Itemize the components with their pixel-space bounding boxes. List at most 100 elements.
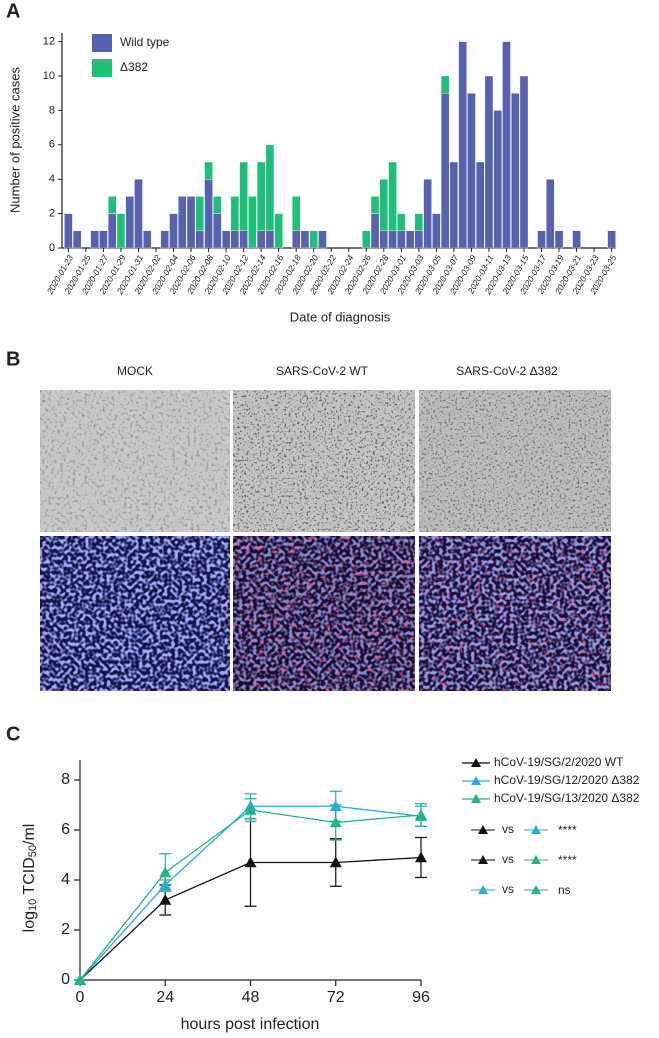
panel-label: C: [6, 723, 20, 745]
panel-label: A: [6, 0, 20, 22]
bar-segment: [537, 230, 546, 249]
bar-segment: [213, 213, 222, 249]
bar-segment: [90, 230, 99, 249]
y-axis-label-part: 10: [27, 899, 39, 911]
marker: [244, 804, 257, 815]
bar-segment: [265, 144, 275, 232]
bar-segment: [274, 213, 283, 249]
bar-segment: [256, 161, 266, 232]
bar-segment: [449, 161, 459, 249]
bar-segment: [519, 75, 529, 249]
bar-segment: [370, 213, 380, 249]
texture: [40, 536, 230, 691]
legend-marker: [471, 776, 481, 785]
y-tick-label: 8: [49, 104, 55, 116]
legend-marker: [471, 794, 481, 803]
marker: [74, 974, 86, 985]
bar-segment: [475, 161, 485, 249]
bar-segment: [99, 230, 108, 249]
bar-segment: [467, 92, 476, 249]
bar-segment: [554, 230, 564, 249]
bar-segment: [239, 161, 248, 232]
bar-segment: [230, 230, 240, 249]
y-tick-label: 2: [49, 208, 55, 220]
bar-segment: [572, 230, 581, 249]
texture: [419, 390, 611, 532]
bar-segment: [230, 196, 240, 231]
bar-segment: [414, 230, 424, 249]
column-label: SARS-CoV-2 WT: [276, 364, 369, 378]
legend-label: hCoV-19/SG/12/2020 Δ382: [494, 773, 640, 787]
y-tick-label: 12: [43, 36, 55, 48]
bar-segment: [309, 230, 318, 249]
y-axis-label-part: log: [21, 911, 38, 932]
y-tick-label: 0: [49, 242, 55, 254]
bar-segment: [213, 196, 222, 214]
bar-segment: [379, 230, 389, 249]
x-tick-label: 24: [156, 989, 174, 1006]
marker: [244, 856, 257, 868]
bar-segment: [291, 230, 301, 249]
bar-segment: [388, 161, 397, 232]
y-axis-label-part: 50: [27, 845, 39, 857]
bar-segment: [116, 213, 126, 249]
bar-segment: [204, 161, 213, 180]
bar-segment: [458, 41, 467, 249]
x-tick-label: 96: [412, 989, 430, 1006]
y-tick-label: 4: [61, 871, 70, 888]
y-tick-label: 8: [61, 771, 70, 788]
marker: [159, 894, 172, 905]
x-tick-label: 48: [242, 989, 260, 1006]
marker: [329, 816, 342, 828]
bar-segment: [397, 213, 406, 232]
y-axis-label: log10 TCID50/ml: [21, 824, 39, 933]
comparison-result: ns: [558, 883, 571, 897]
marker: [415, 809, 427, 820]
x-tick-label: 72: [327, 989, 345, 1006]
bar-segment: [178, 196, 187, 249]
bar-segment: [265, 230, 275, 249]
comparison-label: vs: [502, 882, 514, 896]
bar-segment: [423, 178, 432, 249]
bar-segment: [484, 75, 494, 249]
bar-segment: [107, 213, 117, 249]
legend-swatch: [92, 34, 112, 52]
bar-segment: [169, 213, 178, 249]
bar-segment: [186, 196, 196, 249]
bar-segment: [134, 178, 143, 249]
bar-segment: [195, 230, 205, 249]
bar-segment: [511, 92, 520, 249]
bar-segment: [405, 230, 415, 249]
bar-segment: [291, 196, 301, 231]
bar-segment: [502, 41, 511, 249]
column-label: MOCK: [117, 364, 153, 378]
bar-segment: [370, 196, 380, 214]
bar-segment: [64, 213, 73, 249]
legend-label: hCoV-19/SG/13/2020 Δ382: [494, 791, 640, 805]
texture: [40, 390, 230, 532]
bar-segment: [300, 230, 310, 249]
bar-segment: [397, 230, 406, 249]
texture: [233, 536, 415, 691]
bar-segment: [362, 230, 371, 249]
texture: [233, 390, 415, 532]
comparison-result: ****: [558, 853, 577, 867]
bar-segment: [239, 230, 248, 249]
bar-segment: [440, 75, 450, 94]
y-tick-label: 0: [61, 971, 70, 988]
bar-segment: [125, 196, 134, 249]
micrographs: [40, 390, 611, 691]
bar-segment: [143, 230, 152, 249]
x-axis-label: hours post infection: [181, 1016, 320, 1033]
comparison-label: vs: [502, 852, 514, 866]
bar-segment: [388, 230, 397, 249]
y-tick-label: 6: [49, 139, 55, 151]
bar-segment: [221, 230, 231, 249]
legend-swatch: [92, 59, 112, 77]
y-axis-label-part: /ml: [21, 824, 38, 845]
bar-segment: [256, 230, 266, 249]
legend-label: hCoV-19/SG/2/2020 WT: [494, 755, 624, 769]
bar-segment: [414, 213, 424, 232]
y-tick-label: 2: [61, 921, 70, 938]
